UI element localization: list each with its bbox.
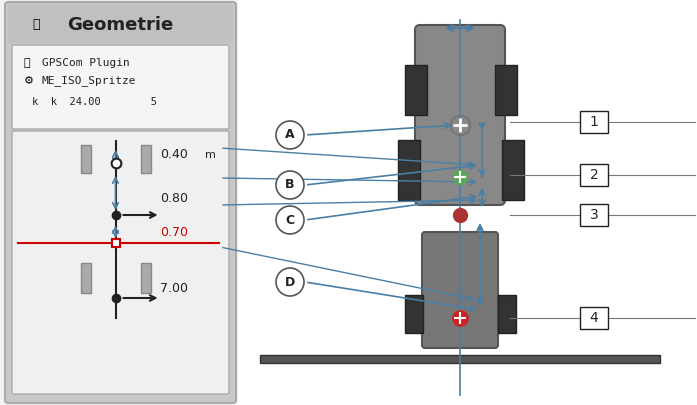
Text: 🚗: 🚗 [24,58,31,68]
Bar [405,65,427,115]
Bar [580,307,608,329]
Bar [238,0,697,405]
Bar [498,295,516,333]
Text: 0.80: 0.80 [160,192,188,205]
Circle shape [276,171,304,199]
Bar [580,204,608,226]
Text: m: m [205,150,216,160]
Text: 2: 2 [590,168,599,182]
Bar [495,65,517,115]
Bar [502,140,524,200]
Bar [80,145,91,173]
Text: Geometrie: Geometrie [68,16,174,34]
FancyBboxPatch shape [415,25,505,205]
FancyBboxPatch shape [12,45,229,129]
Bar [580,111,608,133]
Circle shape [276,206,304,234]
Circle shape [276,121,304,149]
Text: ⚙: ⚙ [24,76,34,86]
Text: 1: 1 [590,115,599,129]
Circle shape [276,268,304,296]
Bar [405,295,423,333]
FancyBboxPatch shape [12,131,229,394]
Bar [580,164,608,186]
Text: 🚜: 🚜 [32,19,40,32]
Text: ME_ISO_Spritze: ME_ISO_Spritze [42,76,137,86]
Text: C: C [286,213,295,226]
Text: GPSCom Plugin: GPSCom Plugin [42,58,130,68]
Bar [141,145,151,173]
Text: 4: 4 [590,311,599,325]
Text: k  k  24.00        5: k k 24.00 5 [32,97,157,107]
Text: D: D [285,275,295,288]
Bar [141,263,151,293]
FancyBboxPatch shape [422,232,498,348]
Bar [398,140,420,200]
Text: 0.70: 0.70 [160,226,188,239]
Text: 7.00: 7.00 [160,281,188,294]
Text: A: A [285,128,295,141]
Text: B: B [285,179,295,192]
FancyBboxPatch shape [5,2,236,403]
Bar [80,263,91,293]
Text: 3: 3 [590,208,599,222]
Text: 0.40: 0.40 [160,149,188,162]
Bar [260,355,660,363]
Bar [8,5,233,43]
